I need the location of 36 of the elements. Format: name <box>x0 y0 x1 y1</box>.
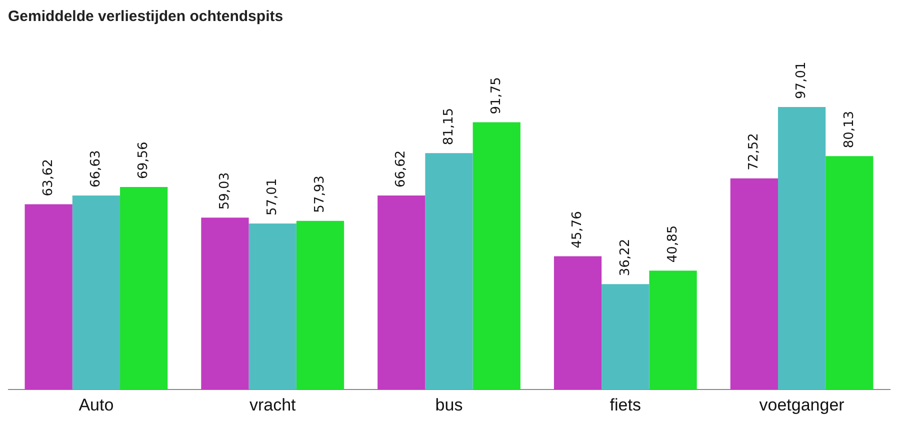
data-label: 66,63 <box>88 150 104 188</box>
data-label: 81,15 <box>441 108 456 146</box>
x-tick-label: voetganger <box>759 395 845 414</box>
x-tick-label: Auto <box>78 395 114 414</box>
data-label: 91,75 <box>489 77 504 114</box>
x-tick-label: fiets <box>610 395 641 414</box>
data-label: 57,93 <box>312 176 328 213</box>
bar <box>602 284 650 390</box>
bar <box>649 270 697 390</box>
bar <box>378 196 426 390</box>
bar <box>554 256 602 390</box>
bar <box>778 106 826 390</box>
data-label: 66,62 <box>394 150 409 188</box>
data-label: 72,52 <box>746 133 762 170</box>
bar <box>425 153 473 390</box>
data-label: 97,01 <box>794 62 810 99</box>
bar <box>24 204 72 390</box>
x-tick-label: vracht <box>249 395 296 414</box>
x-tick-label: bus <box>435 395 463 414</box>
chart-title: Gemiddelde verliestijden ochtendspits <box>8 8 284 26</box>
data-label: 57,01 <box>264 178 280 216</box>
bar <box>472 122 520 390</box>
data-label: 40,85 <box>665 225 680 263</box>
bar <box>248 224 296 390</box>
bar <box>730 178 778 390</box>
data-label: 80,13 <box>842 110 857 148</box>
bar <box>296 220 344 390</box>
data-label: 59,03 <box>217 172 232 210</box>
data-label: 36,22 <box>618 238 633 276</box>
data-label: 45,76 <box>570 211 586 248</box>
bar <box>72 195 120 390</box>
bar <box>201 218 249 390</box>
bar <box>826 156 874 390</box>
data-label: 69,56 <box>136 142 152 179</box>
data-label: 63,62 <box>40 159 56 196</box>
bar <box>120 186 168 390</box>
